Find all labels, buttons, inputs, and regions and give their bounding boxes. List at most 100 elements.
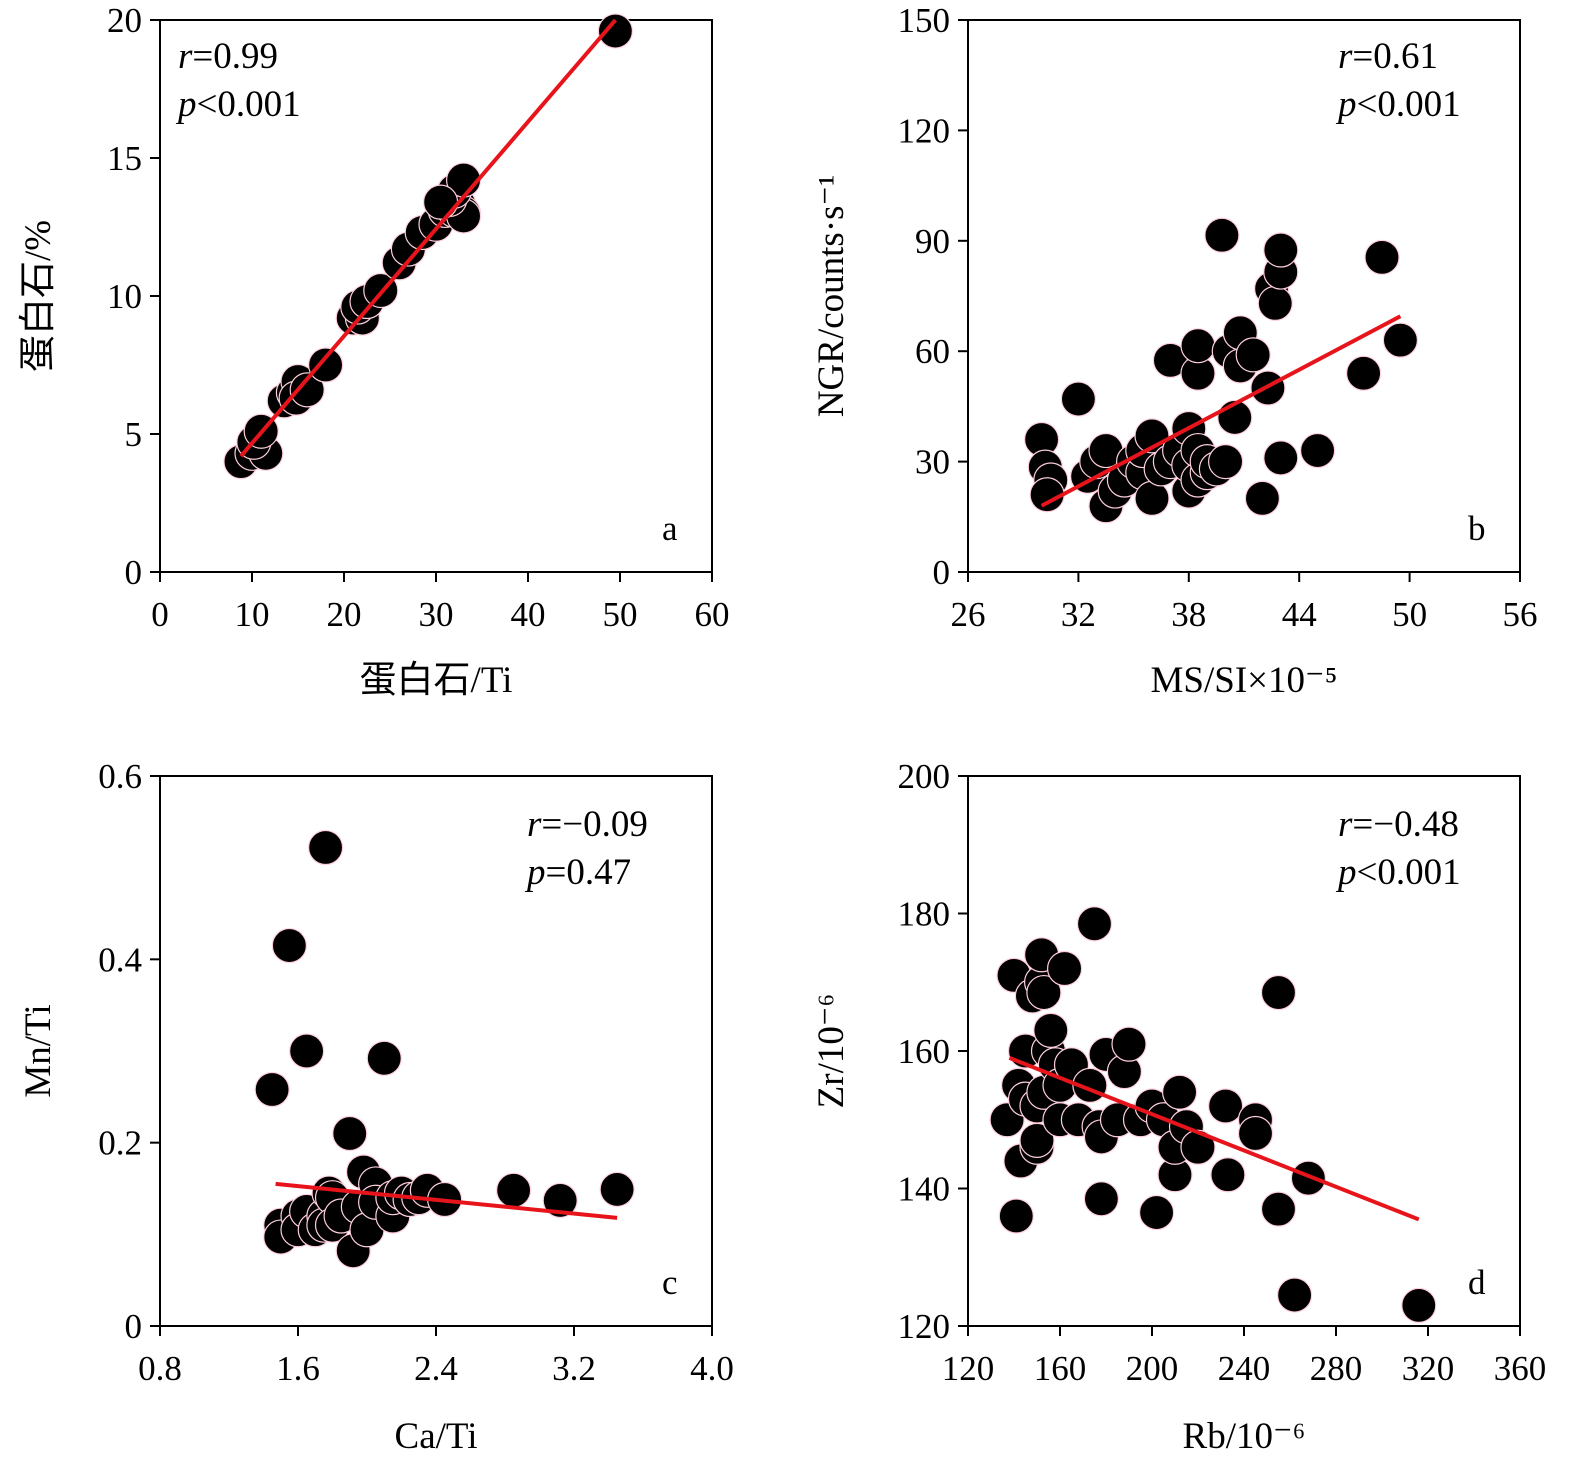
r-value: =0.61 <box>1352 36 1438 77</box>
data-point <box>1161 1074 1198 1110</box>
y-tick-label: 90 <box>915 222 950 261</box>
data-point <box>1026 974 1062 1011</box>
y-tick-label: 5 <box>125 415 143 454</box>
y-tick-label: 160 <box>898 1032 951 1071</box>
data-point <box>1076 906 1113 942</box>
y-tick-label: 0.6 <box>98 757 142 796</box>
panel-d: 120 160 200 240 280 320 360120140160180200Rb/1… <box>811 757 1546 1457</box>
p-value: <0.001 <box>197 84 301 125</box>
data-point <box>1180 328 1216 364</box>
y-tick-label: 15 <box>107 139 142 178</box>
y-tick-label: 120 <box>898 1307 951 1346</box>
p-value: =0.47 <box>546 852 632 893</box>
regression-line <box>275 1181 618 1220</box>
data-point <box>1138 1194 1175 1231</box>
y-axis-label: Zr/10⁻⁶ <box>811 994 852 1109</box>
data-point <box>1210 1157 1246 1193</box>
data-point <box>542 1182 578 1219</box>
r-symbol: r <box>178 36 193 77</box>
p-statistic: p<0.001 <box>1335 852 1461 893</box>
panel-b: 26 32 38 44 50 56 0 30 60 90 120 150 MS/SI×10⁻⁵ NGR/c… <box>811 1 1538 701</box>
r-statistic: r=0.61 <box>1338 36 1438 77</box>
data-point <box>1111 1026 1147 1062</box>
data-point <box>332 1115 368 1152</box>
data-point <box>1083 1181 1120 1217</box>
regression-line <box>1008 1056 1420 1222</box>
p-value: <0.001 <box>1357 852 1461 893</box>
x-tick-label: 44 <box>1282 595 1317 634</box>
x-tick-label: 160 <box>1034 1349 1087 1388</box>
plot-frame <box>967 19 1521 573</box>
data-point <box>1134 480 1170 516</box>
p-symbol: p <box>524 852 546 893</box>
x-tick-label: 0 <box>151 595 169 634</box>
regression-line <box>239 18 617 458</box>
y-axis-label: Mn/Ti <box>18 1004 59 1097</box>
x-tick-label: 360 <box>1494 1349 1547 1388</box>
y-tick-label: 150 <box>898 1 951 40</box>
data-point <box>1401 1287 1437 1323</box>
x-axis-label: Rb/10⁻⁶ <box>1183 1416 1306 1457</box>
r-statistic: r=−0.48 <box>1338 804 1459 845</box>
x-tick-label: 120 <box>942 1349 995 1388</box>
data-point <box>1244 480 1281 516</box>
x-tick-label: 240 <box>1218 1349 1271 1388</box>
data-point <box>366 1040 402 1076</box>
data-point <box>1257 285 1293 321</box>
x-tick-label: 40 <box>511 595 546 634</box>
data-point <box>1237 1115 1274 1152</box>
data-point <box>599 1171 635 1208</box>
x-tick-label: 38 <box>1171 595 1206 634</box>
p-statistic: p<0.001 <box>1335 84 1461 125</box>
y-axis-label: 蛋白石/% <box>17 220 59 372</box>
y-tick-label: 20 <box>107 1 142 40</box>
data-point <box>496 1172 532 1208</box>
x-tick-label: 60 <box>695 595 730 634</box>
y-tick-label: 140 <box>898 1170 951 1209</box>
data-point <box>1204 217 1240 253</box>
data-point <box>597 13 634 49</box>
panel-letter: c <box>662 1263 678 1302</box>
x-tick-label: 50 <box>603 595 638 634</box>
data-point <box>308 829 344 866</box>
r-symbol: r <box>1338 36 1353 77</box>
data-point <box>271 927 307 964</box>
data-point <box>1299 432 1336 469</box>
x-tick-label: 30 <box>419 595 454 634</box>
data-point <box>289 1033 325 1069</box>
r-value: =−0.09 <box>541 804 647 845</box>
y-tick-label: 30 <box>915 443 950 482</box>
y-tick-label: 10 <box>107 277 142 316</box>
y-tick-label: 0 <box>933 553 951 592</box>
data-point <box>998 1198 1034 1234</box>
data-point <box>254 1071 290 1108</box>
panel-letter: a <box>662 509 678 548</box>
y-axis-label: NGR/counts·s⁻¹ <box>811 175 852 417</box>
y-tick-label: 120 <box>898 111 951 150</box>
data-point <box>1263 440 1299 476</box>
x-tick-label: 20 <box>327 595 362 634</box>
y-tick-label: 180 <box>898 895 951 934</box>
x-axis-label: 蛋白石/Ti <box>360 659 513 701</box>
x-tick-label: 280 <box>1310 1349 1363 1388</box>
y-tick-label: 0 <box>125 1307 143 1346</box>
data-point <box>1345 355 1382 391</box>
y-tick-label: 60 <box>915 332 950 371</box>
p-symbol: p <box>175 84 197 125</box>
data-point <box>1364 239 1400 275</box>
x-tick-label: 200 <box>1126 1349 1179 1388</box>
y-tick-label: 0.4 <box>98 940 142 979</box>
r-statistic: r=−0.09 <box>527 804 648 845</box>
data-point <box>423 184 459 220</box>
data-point <box>308 347 344 383</box>
x-axis-label: MS/SI×10⁻⁵ <box>1151 660 1338 701</box>
data-point <box>1290 1160 1327 1196</box>
x-tick-label: 3.2 <box>552 1349 596 1388</box>
y-tick-label: 0.2 <box>98 1124 142 1163</box>
p-symbol: p <box>1335 84 1357 125</box>
x-axis-label: Ca/Ti <box>395 1416 478 1457</box>
data-point <box>1046 950 1083 987</box>
x-tick-label: 0.8 <box>138 1349 182 1388</box>
p-statistic: p<0.001 <box>175 84 301 125</box>
data-point <box>1260 974 1297 1011</box>
